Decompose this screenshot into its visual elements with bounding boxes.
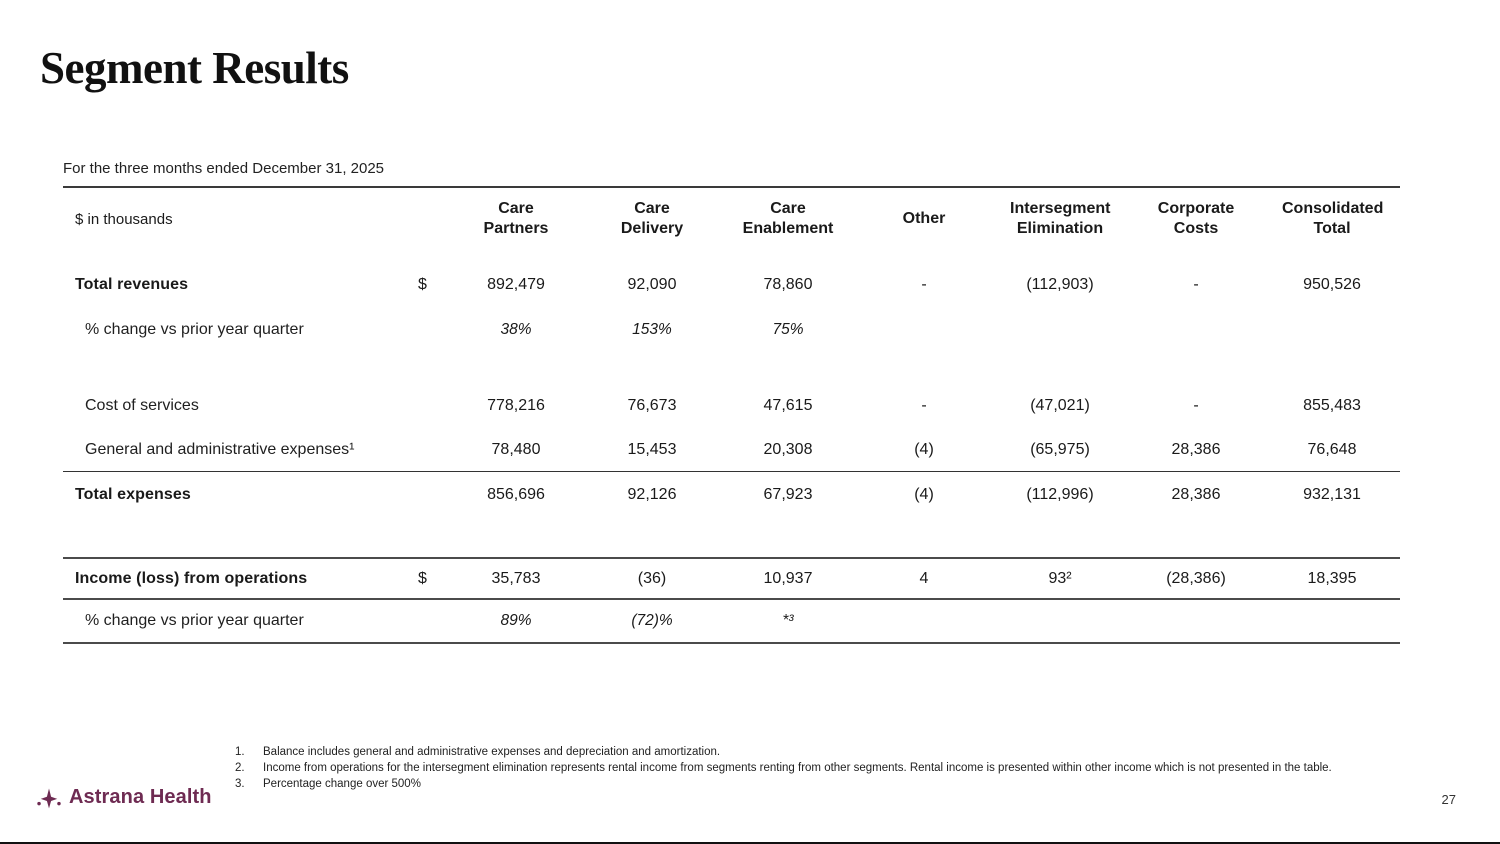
spacer <box>63 518 1400 559</box>
table-row-revenue-change: % change vs prior year quarter 38% 153% … <box>85 321 804 338</box>
table-row-total-expenses: Total expenses 856,696 92,126 67,923 (4)… <box>75 486 1361 503</box>
footnote-1: 1. Balance includes general and administ… <box>235 746 721 758</box>
column-header-consolidated-total: Consolidated Total <box>1282 200 1384 237</box>
column-header-care-delivery: Care Delivery <box>620 200 684 237</box>
column-header-corporate-costs: Corporate Costs <box>1157 200 1235 237</box>
table-row-total-revenues: Total revenues $ 892,479 92,090 78,860 -… <box>75 276 1361 293</box>
column-header-care-enablement: Care Enablement <box>742 200 834 237</box>
currency-symbol: $ <box>418 276 427 293</box>
column-header-intersegment-elimination: Intersegment Elimination <box>1010 200 1111 237</box>
footnotes: 1. Balance includes general and administ… <box>235 744 1407 792</box>
page-title: Segment Results <box>40 43 349 93</box>
currency-symbol: $ <box>418 569 427 587</box>
table-row-income-change: % change vs prior year quarter 89% (72)%… <box>63 600 1400 644</box>
table-header-row: $ in thousands Care Partners Care Delive… <box>63 188 1400 250</box>
table-row-income-from-operations: Income (loss) from operations $ 35,783 (… <box>63 559 1400 600</box>
spacer <box>63 352 1400 384</box>
sparkle-icon <box>36 787 62 809</box>
column-header-other: Other <box>902 210 946 227</box>
unit-label: $ in thousands <box>75 210 173 228</box>
period-label: For the three months ended December 31, … <box>63 160 1400 188</box>
table-row-cost-of-services: Cost of services 778,216 76,673 47,615 -… <box>85 397 1361 414</box>
footnote-3: 3. Percentage change over 500% <box>235 778 421 791</box>
astrana-health-logo: Astrana Health <box>36 786 212 809</box>
footnote-2: 2. Income from operations for the inters… <box>235 762 1332 775</box>
table-row-general-admin-expenses: General and administrative expenses¹ 78,… <box>63 428 1400 472</box>
column-header-care-partners: Care Partners <box>483 200 549 237</box>
logo-text: Astrana Health <box>69 786 212 808</box>
page-number: 27 <box>1441 792 1456 807</box>
segment-results-table: For the three months ended December 31, … <box>63 160 1400 644</box>
